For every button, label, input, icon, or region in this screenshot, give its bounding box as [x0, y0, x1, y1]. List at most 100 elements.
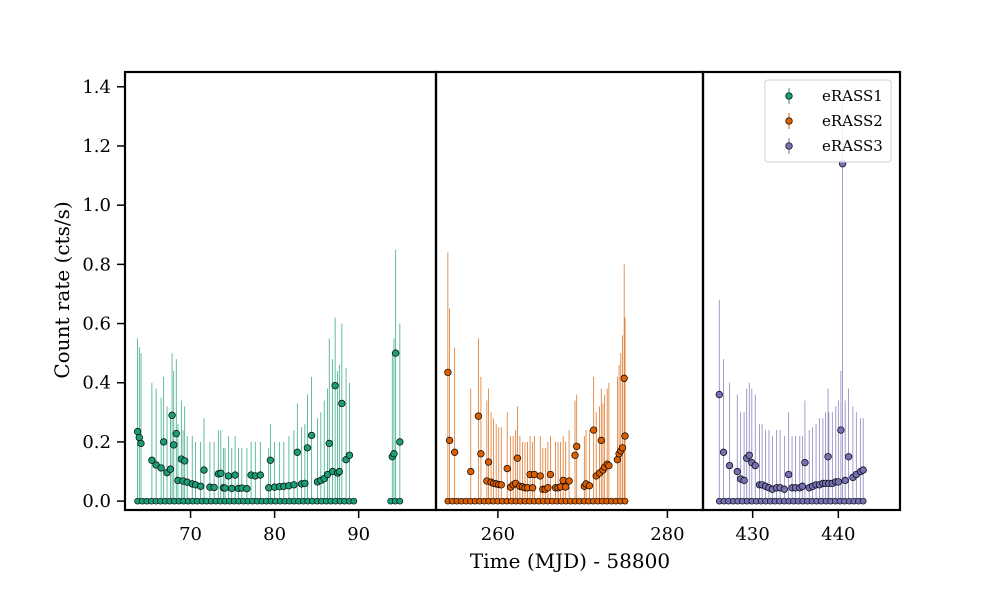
- data-point: [231, 471, 239, 479]
- data-point-zero: [859, 497, 867, 505]
- points-erass2: [444, 368, 629, 493]
- data-point: [166, 465, 175, 473]
- panel-frame: [434, 70, 705, 512]
- data-point: [474, 412, 483, 420]
- data-point: [497, 481, 505, 489]
- data-point: [325, 439, 333, 448]
- y-tick-label: 0.6: [82, 314, 111, 335]
- data-point: [450, 448, 459, 456]
- legend-label: eRASS1: [822, 87, 883, 105]
- data-point: [170, 441, 178, 449]
- data-point: [148, 456, 156, 464]
- data-point: [559, 476, 567, 485]
- data-point: [200, 466, 208, 474]
- data-point: [618, 444, 627, 452]
- panel-data: [444, 252, 629, 505]
- data-point: [715, 390, 723, 399]
- data-point: [331, 382, 339, 390]
- data-point: [834, 478, 842, 486]
- data-point: [751, 461, 759, 470]
- panel-erass1: 70 80 90: [123, 70, 438, 545]
- data-point: [585, 482, 594, 490]
- baseline-points-erass2: [444, 497, 629, 505]
- y-tick-label: 1.2: [82, 136, 111, 157]
- data-point: [733, 467, 741, 476]
- baseline-points-erass1: [134, 497, 404, 505]
- data-point: [396, 438, 404, 446]
- y-tick-label: 0.2: [82, 432, 111, 453]
- error-bars-erass2: [447, 252, 626, 502]
- x-axis-title: Time (MJD) - 58800: [470, 549, 670, 573]
- data-point: [392, 349, 400, 357]
- x-tick-label: 70: [179, 524, 202, 545]
- data-point-zero: [621, 497, 629, 505]
- data-point: [290, 481, 298, 489]
- x-tick-label: 260: [481, 524, 515, 545]
- data-point: [196, 482, 205, 490]
- x-tick-label: 280: [650, 524, 684, 545]
- data-point: [157, 464, 165, 472]
- data-point: [303, 444, 312, 452]
- legend-item-erass2: eRASS2: [785, 112, 883, 130]
- data-point: [224, 472, 233, 480]
- legend-label: eRASS3: [822, 137, 883, 155]
- data-point: [740, 476, 748, 485]
- legend: eRASS1 eRASS2 eRASS3: [764, 79, 892, 163]
- data-point: [573, 442, 581, 451]
- data-point: [293, 448, 301, 456]
- data-point: [571, 451, 579, 459]
- data-point: [513, 454, 522, 462]
- legend-marker: [785, 92, 793, 100]
- data-point: [565, 477, 573, 485]
- data-point: [620, 374, 628, 382]
- data-point: [335, 467, 343, 476]
- data-point: [135, 433, 143, 442]
- data-point: [444, 368, 452, 377]
- x-tick-label: 90: [347, 524, 370, 545]
- data-point: [859, 466, 867, 474]
- data-point-zero: [350, 497, 358, 505]
- data-point: [266, 456, 275, 464]
- data-point: [390, 450, 398, 458]
- x-tick-label: 430: [735, 524, 769, 545]
- data-point: [785, 470, 793, 479]
- data-point: [725, 461, 734, 470]
- points-erass1: [133, 349, 404, 493]
- data-point: [160, 438, 168, 446]
- data-point: [445, 436, 454, 445]
- legend-marker: [785, 117, 793, 125]
- data-point: [745, 451, 753, 459]
- data-point: [613, 456, 622, 464]
- y-tick-label: 0.8: [82, 254, 111, 275]
- data-point: [562, 483, 570, 491]
- data-point: [307, 431, 316, 440]
- data-point: [243, 485, 251, 493]
- data-point: [477, 450, 485, 458]
- data-point: [590, 426, 598, 434]
- panel-data: [133, 249, 404, 505]
- data-point: [172, 429, 180, 438]
- baseline-points-erass3: [715, 497, 867, 505]
- data-point: [801, 458, 809, 467]
- data-point: [536, 472, 544, 480]
- panels-layer: 70 80 90 260 280 430 440: [123, 70, 902, 545]
- data-point: [301, 479, 309, 488]
- data-point: [621, 432, 629, 440]
- legend-item-erass1: eRASS1: [785, 87, 883, 105]
- data-point: [467, 467, 475, 476]
- data-point: [844, 453, 853, 461]
- data-point: [168, 411, 176, 419]
- legend-marker: [785, 142, 793, 150]
- data-point: [137, 439, 145, 448]
- legend-box: [764, 79, 892, 163]
- data-point: [544, 484, 552, 492]
- points-erass3: [715, 160, 867, 493]
- data-point: [798, 482, 807, 490]
- panel-erass3: 430 440: [701, 70, 902, 545]
- data-point: [528, 484, 537, 492]
- data-point-zero: [396, 497, 404, 505]
- legend-item-erass3: eRASS3: [785, 137, 883, 155]
- data-point: [345, 451, 354, 459]
- data-point: [181, 457, 189, 465]
